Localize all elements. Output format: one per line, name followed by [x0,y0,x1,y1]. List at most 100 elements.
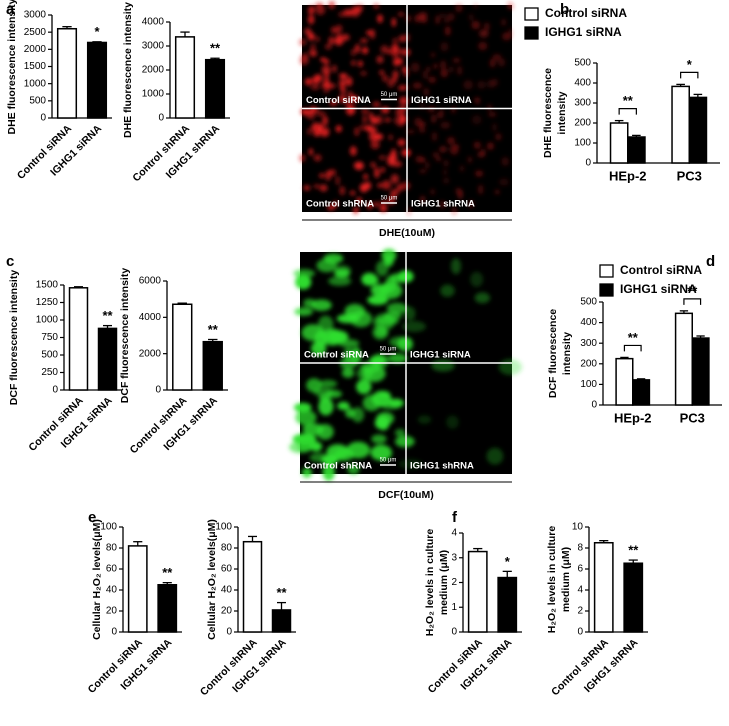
micrograph-label: IGHG1 siRNA [411,95,472,106]
cell [479,29,489,38]
cell [507,1,513,10]
x-tick-label: IGHG1 shRNA [164,122,223,181]
cell [397,12,405,17]
cell [323,88,329,94]
y-tick-label: 1000 [36,315,59,326]
cell [338,11,346,18]
y-tick-label: 200 [580,358,597,369]
cell [498,58,506,67]
cell [377,14,383,23]
cell [368,132,378,142]
legend-swatch [599,264,614,278]
cell [426,66,431,73]
y-tick-label: 6 [577,564,583,575]
cell [380,45,389,54]
cell [361,272,378,286]
cell [401,66,408,73]
cell [412,82,423,89]
legend-label: Control siRNA [545,6,627,20]
legend-swatch [599,283,614,297]
panel-letter: d [706,253,715,270]
cell [397,336,413,352]
legend-swatch [524,7,539,21]
y-tick-label: 40 [221,585,233,596]
y-tick-label: 500 [29,95,46,106]
cell [362,394,381,412]
cell [308,148,313,156]
bar [157,584,178,633]
cell-signal [298,0,514,216]
cell [310,299,332,311]
bar [691,337,710,406]
y-axis-label: intensity [561,332,573,375]
cell [299,154,306,162]
cell [322,463,335,481]
cell [327,205,334,211]
cell [468,13,474,21]
panel-letter: e [88,509,96,526]
y-tick-label: 0 [226,627,232,638]
cell [399,96,409,106]
cell-signal [289,248,523,481]
cell [294,307,313,316]
y-tick-label: 2000 [24,44,47,55]
cell [406,206,412,216]
significance: ** [687,283,698,298]
cell [354,127,360,137]
cell [318,379,338,388]
cell [446,415,459,429]
significance-bracket [623,344,642,352]
cell [438,13,447,19]
cell [424,161,430,170]
cell [387,77,395,88]
y-axis-label: intensity [556,91,568,134]
cell [328,36,334,45]
cell [301,467,313,478]
cell [320,57,326,62]
cell [293,269,315,278]
y-tick-label: 200 [574,118,591,129]
cell [435,18,441,25]
cell [374,416,390,430]
cell [354,206,360,212]
legend-label: Control siRNA [620,263,702,277]
scale-bar-label: 50 μm [381,92,398,98]
y-axis-label: DHE fluorescence intensity [6,0,18,134]
cell [498,178,509,186]
cell [455,3,463,13]
micrograph-label: Control shRNA [304,461,372,472]
y-tick-label: 8 [577,543,583,554]
cell [400,105,407,113]
cell [371,434,387,444]
cell [369,112,374,120]
cell [447,12,455,21]
cell [355,43,360,54]
cell [488,112,497,117]
y-tick-label: 4000 [142,17,165,28]
bar [688,96,708,164]
cell [439,108,444,119]
cell [486,79,496,89]
cell [339,185,346,196]
bar [68,287,89,391]
cell [332,64,337,73]
cell [501,157,510,166]
cell [390,174,399,184]
cell [378,390,391,400]
cell [435,156,442,162]
y-tick-label: 2 [451,577,457,588]
cell [358,60,363,67]
cell [401,48,411,56]
cell [433,63,438,69]
cell [360,38,368,43]
cell [318,315,334,333]
y-tick-label: 100 [215,522,232,533]
cell [362,114,368,124]
cell [328,0,336,10]
cell [325,170,331,181]
cell [418,127,426,133]
cell [483,22,490,31]
cell [317,123,324,134]
cell [450,258,462,275]
cell [351,407,365,423]
